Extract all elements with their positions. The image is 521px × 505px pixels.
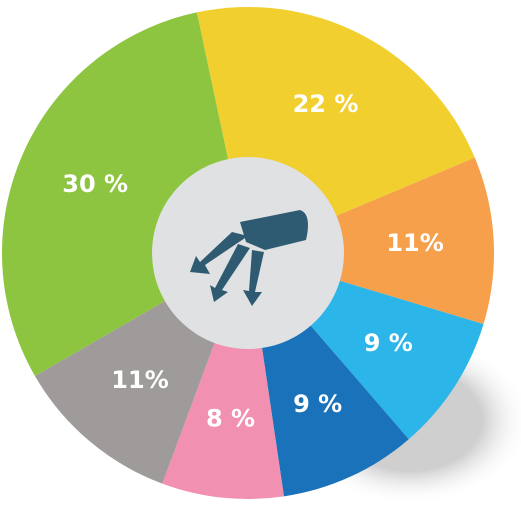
value-label: 9 % — [293, 390, 342, 418]
value-label: 11% — [386, 229, 443, 257]
value-label: 22 % — [293, 90, 359, 118]
value-label: 11% — [111, 366, 168, 394]
value-label: 30 % — [62, 170, 128, 198]
value-label: 8 % — [206, 404, 255, 432]
value-label: 9 % — [364, 329, 413, 357]
icon — [190, 210, 308, 306]
slice — [248, 157, 494, 325]
center-circle — [152, 157, 344, 349]
